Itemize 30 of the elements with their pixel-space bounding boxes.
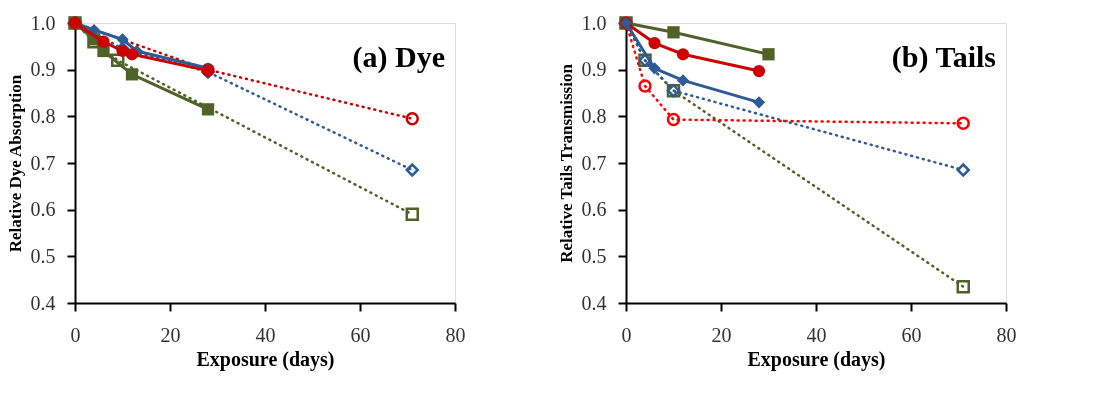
x-axis-title: Exposure (days) [196, 347, 335, 371]
y-tick-label: 0.6 [581, 198, 607, 221]
x-tick-label: 60 [350, 323, 371, 346]
x-tick-label: 60 [901, 323, 922, 346]
y-tick-label: 0.4 [581, 291, 607, 314]
y-tick-label: 0.9 [581, 58, 607, 81]
y-axis-title: Relative Dye Absorption [5, 74, 25, 253]
x-tick-label: 40 [806, 323, 827, 346]
y-tick-label: 0.8 [581, 104, 607, 127]
y-tick-label: 0.4 [30, 291, 56, 314]
text: (b) Tails [891, 40, 996, 74]
y-tick-label: 0.9 [30, 58, 56, 81]
x-tick-label: 0 [621, 323, 632, 346]
x-tick-label: 80 [445, 323, 466, 346]
x-tick-label: 80 [996, 323, 1017, 346]
y-tick-label: 0.5 [30, 244, 56, 267]
x-tick-label: 40 [255, 323, 276, 346]
x-tick-label: 20 [160, 323, 181, 346]
y-tick-label: 0.8 [30, 104, 56, 127]
y-tick-label: 0.7 [30, 151, 56, 174]
y-tick-label: 1.0 [581, 11, 607, 34]
y-tick-label: 1.0 [30, 11, 56, 34]
y-axis-title: Relative Tails Transmission [556, 63, 576, 263]
x-axis-title: Exposure (days) [747, 347, 886, 371]
y-tick-label: 0.5 [581, 244, 607, 267]
x-tick-label: 20 [711, 323, 732, 346]
y-tick-label: 0.7 [581, 151, 607, 174]
x-tick-label: 0 [70, 323, 81, 346]
text: (a) Dye [352, 40, 445, 74]
y-tick-label: 0.6 [30, 198, 56, 221]
